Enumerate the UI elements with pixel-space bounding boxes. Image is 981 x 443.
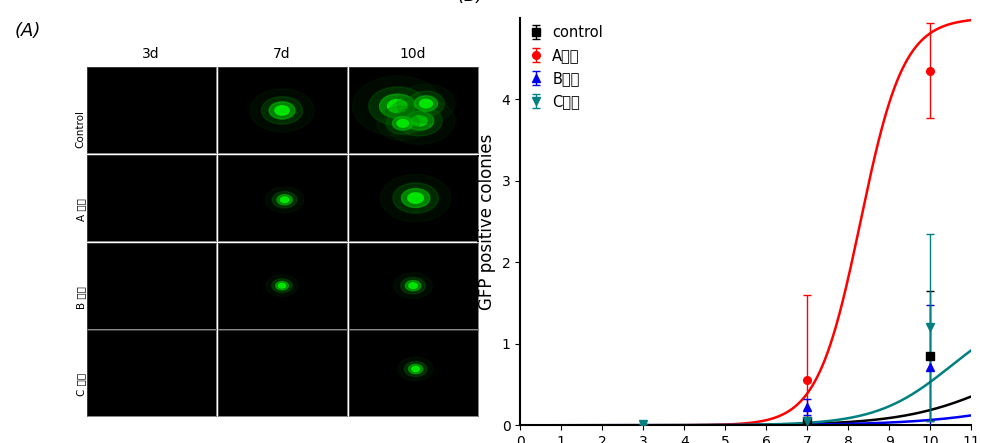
Circle shape	[393, 273, 433, 299]
Circle shape	[275, 106, 289, 115]
Circle shape	[407, 91, 444, 116]
Circle shape	[261, 97, 303, 124]
Circle shape	[408, 193, 424, 203]
Circle shape	[401, 189, 430, 207]
Text: A 억제: A 억제	[76, 198, 85, 221]
Circle shape	[397, 84, 455, 123]
Circle shape	[380, 94, 416, 118]
Circle shape	[380, 175, 451, 222]
Circle shape	[387, 100, 407, 113]
Circle shape	[265, 187, 304, 213]
Circle shape	[397, 120, 408, 127]
Circle shape	[420, 99, 433, 108]
Circle shape	[412, 366, 420, 372]
Circle shape	[408, 364, 423, 374]
Circle shape	[409, 283, 417, 288]
Circle shape	[393, 183, 439, 213]
Circle shape	[404, 361, 427, 377]
Circle shape	[405, 280, 421, 291]
Circle shape	[384, 97, 455, 144]
Circle shape	[279, 284, 285, 288]
Y-axis label: GFP positive colonies: GFP positive colonies	[478, 133, 496, 310]
Text: 7d: 7d	[274, 47, 291, 61]
Circle shape	[269, 102, 295, 119]
Circle shape	[281, 197, 288, 202]
Circle shape	[369, 87, 427, 125]
Circle shape	[392, 117, 413, 130]
Circle shape	[352, 76, 442, 136]
Text: B 억제: B 억제	[76, 286, 85, 309]
Circle shape	[266, 275, 298, 296]
Text: 10d: 10d	[400, 47, 427, 61]
Circle shape	[412, 116, 428, 126]
Circle shape	[414, 96, 438, 111]
Circle shape	[272, 279, 292, 292]
Circle shape	[273, 191, 297, 208]
Text: Control: Control	[76, 110, 85, 148]
Text: (B): (B)	[457, 0, 484, 5]
Circle shape	[400, 277, 426, 294]
Circle shape	[396, 105, 442, 136]
Circle shape	[377, 106, 429, 140]
Circle shape	[276, 281, 288, 290]
Circle shape	[405, 111, 434, 130]
Circle shape	[398, 357, 434, 381]
Text: 3d: 3d	[142, 47, 160, 61]
Text: (A): (A)	[15, 22, 41, 40]
Circle shape	[250, 89, 314, 132]
Legend: control, A억제, B억제, C억제: control, A억제, B억제, C억제	[528, 25, 603, 109]
Text: C 억제: C 억제	[76, 373, 85, 396]
Circle shape	[387, 113, 419, 134]
Circle shape	[277, 194, 292, 205]
